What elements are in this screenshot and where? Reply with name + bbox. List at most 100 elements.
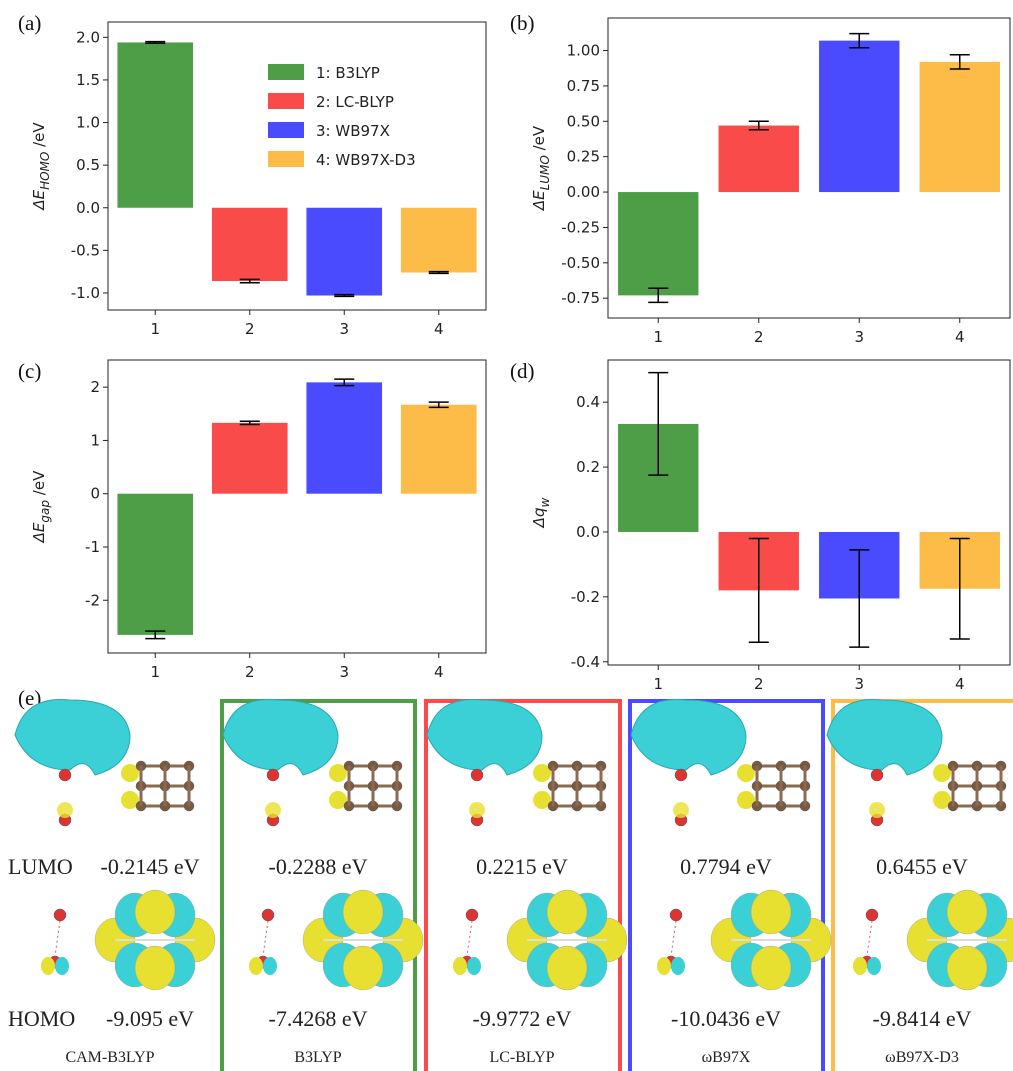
legend-label: 1: B3LYP — [316, 64, 380, 82]
lobe — [946, 945, 988, 991]
bar — [919, 61, 1000, 193]
method-label: LC-BLYP — [489, 1049, 554, 1066]
panel-label: (e) — [18, 686, 41, 710]
lobe — [263, 957, 277, 975]
atom — [669, 908, 683, 922]
y-tick-label: 0.4 — [576, 393, 600, 411]
y-tick-label: 0 — [90, 485, 100, 503]
x-tick-label: 1 — [150, 320, 160, 338]
lobe — [933, 791, 951, 809]
bar — [306, 207, 383, 296]
axes-frame — [607, 17, 1011, 319]
lumo-energy: 0.2215 eV — [476, 854, 568, 879]
y-tick-label: 1.0 — [76, 114, 100, 132]
y-tick-label: 0.0 — [76, 199, 100, 217]
error-bar — [145, 40, 166, 45]
y-tick-label: -0.2 — [571, 588, 600, 606]
y-label-unit: /eV — [30, 122, 48, 152]
lobe — [329, 791, 347, 809]
lobe — [467, 957, 481, 975]
lobe — [737, 791, 755, 809]
lobe — [671, 957, 685, 975]
y-tick-label: 0.00 — [567, 183, 600, 201]
hbond — [54, 920, 61, 957]
hbond — [866, 920, 873, 957]
box-b3lyp — [220, 699, 417, 1071]
y-label-unit: /eV — [30, 470, 48, 500]
y-tick-label: -0.5 — [71, 241, 100, 259]
bar — [211, 207, 288, 282]
x-tick-label: 2 — [754, 328, 764, 346]
bar — [400, 404, 477, 494]
method-label: CAM-B3LYP — [65, 1049, 154, 1066]
y-tick-label: 0.50 — [567, 112, 600, 130]
error-bar — [428, 270, 449, 275]
y-tick-label: -0.50 — [561, 254, 600, 272]
error-bar — [239, 278, 260, 284]
lumo-energy: -0.2288 eV — [269, 854, 368, 879]
y-tick-label: 0.2 — [576, 458, 600, 476]
legend-swatch — [268, 151, 304, 167]
x-tick-label: 1 — [653, 675, 663, 693]
homo-energy: -10.0436 eV — [671, 1006, 781, 1031]
x-tick-label: 3 — [854, 675, 864, 693]
legend-swatch — [268, 93, 304, 109]
legend-swatch — [268, 122, 304, 138]
atom — [865, 908, 879, 922]
lobe — [41, 957, 55, 975]
lobe — [134, 889, 176, 935]
method-label: ωB97X — [702, 1049, 751, 1066]
lobe — [853, 957, 867, 975]
lobe — [121, 764, 139, 782]
lobe — [737, 764, 755, 782]
atom — [53, 908, 67, 922]
homo-energy: -9.8414 eV — [873, 1006, 972, 1031]
lobe — [750, 889, 792, 935]
lobe — [342, 945, 384, 991]
atom — [266, 768, 280, 782]
bar — [618, 192, 699, 296]
atom — [674, 768, 688, 782]
y-tick-label: -1.0 — [71, 284, 100, 302]
y-tick-label: 1.5 — [76, 71, 100, 89]
error-bar — [334, 293, 355, 298]
bar — [400, 207, 477, 273]
lobe — [546, 945, 588, 991]
y-tick-label: 1.00 — [567, 42, 600, 60]
lobe — [657, 957, 671, 975]
error-bar — [748, 120, 769, 131]
lobe — [533, 764, 551, 782]
hbond — [670, 920, 677, 957]
y-tick-label: 0.0 — [576, 523, 600, 541]
error-bar — [648, 371, 669, 476]
y-label-main: ΔE — [30, 189, 48, 210]
lobe — [342, 889, 384, 935]
lobe — [57, 802, 73, 818]
legend-label: 3: WB97X — [316, 122, 390, 140]
x-tick-label: 4 — [434, 663, 444, 681]
y-tick-label: 0.25 — [567, 148, 600, 166]
panel-label: (c) — [18, 359, 41, 383]
axes-frame — [107, 359, 487, 654]
lumo-isosurface — [222, 698, 339, 776]
atom — [261, 908, 275, 922]
legend-label: 2: LC-BLYP — [316, 93, 394, 111]
error-bar — [428, 401, 449, 409]
y-tick-label: 0.75 — [567, 77, 600, 95]
y-axis-label: ΔEHOMO /eV — [30, 122, 52, 211]
x-tick-label: 3 — [339, 663, 349, 681]
lumo-energy: 0.7794 eV — [680, 854, 772, 879]
error-bar — [239, 420, 260, 426]
lobe — [750, 945, 792, 991]
bar — [306, 382, 383, 494]
lobe — [867, 957, 881, 975]
legend-swatch — [268, 64, 304, 80]
lumo-isosurface — [630, 698, 747, 776]
y-tick-label: -2 — [85, 591, 100, 609]
method-label: ωB97X-D3 — [885, 1049, 959, 1066]
atom — [870, 768, 884, 782]
x-tick-label: 2 — [245, 663, 255, 681]
bar — [117, 42, 194, 208]
x-tick-label: 4 — [955, 328, 965, 346]
